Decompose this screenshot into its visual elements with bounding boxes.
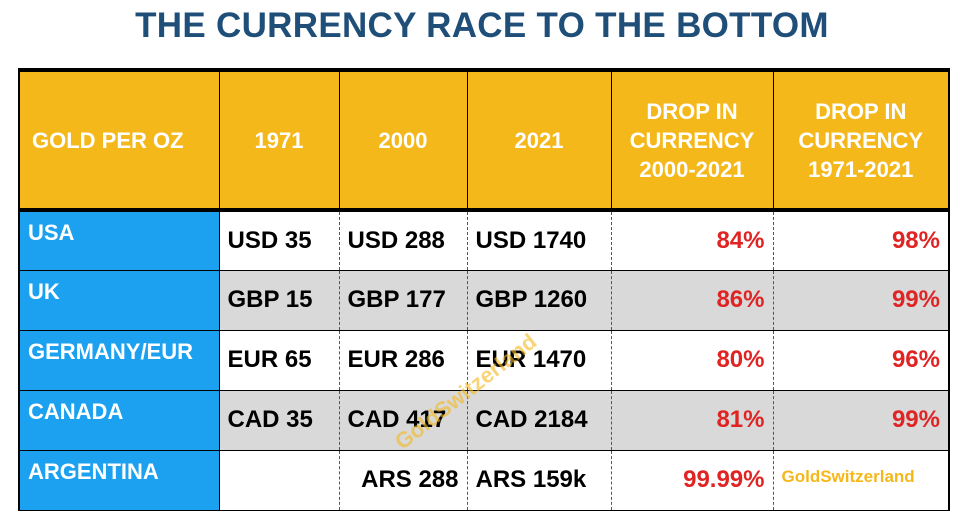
price-2000-cell: CAD 417 [338,390,468,451]
column-header: DROP IN CURRENCY 2000-2021 [610,68,774,212]
table-body: USA USD 35 USD 288 USD 1740 84% 98% UK GBP 15 GB… [18,210,950,511]
price-1971-cell: USD 35 [218,210,340,271]
column-header: GOLD PER OZ [18,68,220,212]
drop-1971-2021-cell: 99% [772,270,950,331]
country-cell: ARGENTINA [18,450,220,511]
price-1971-cell: EUR 65 [218,330,340,391]
column-header-line: DROP IN [646,98,738,124]
drop-1971-2021-cell: 98% [772,210,950,271]
country-cell: CANADA [18,390,220,451]
table-row: USA USD 35 USD 288 USD 1740 84% 98% [18,210,950,271]
column-header-line: 2000-2021 [639,156,745,182]
price-2000-cell: ARS 288 [338,450,468,511]
drop-1971-2021-cell: 96% [772,330,950,391]
brand-label: GoldSwitzerland [781,466,915,486]
price-2021-cell: CAD 2184 [466,390,612,451]
price-2021-cell: EUR 1470 [466,330,612,391]
drop-1971-2021-cell: GoldSwitzerland [772,450,950,511]
table-row: ARGENTINA ARS 288 ARS 159k 99.99% GoldSwitze… [18,450,950,511]
country-cell: UK [18,270,220,331]
column-header-line: DROP IN [815,98,907,124]
price-2000-cell: EUR 286 [338,330,468,391]
currency-table: GOLD PER OZ 1971 2000 2021 DROP IN CURRENCY 20… [18,68,950,511]
table-row: CANADA CAD 35 CAD 417 CAD 2184 81% 99% [18,390,950,451]
table-row: GERMANY/EUR EUR 65 EUR 286 EUR 1470 80% 96% [18,330,950,391]
price-1971-cell: GBP 15 [218,270,340,331]
page-title: THE CURRENCY RACE TO THE BOTTOM [135,6,829,45]
drop-2000-2021-cell: 84% [610,210,774,271]
price-2021-cell: ARS 159k [466,450,612,511]
drop-2000-2021-cell: 86% [610,270,774,331]
drop-2000-2021-cell: 80% [610,330,774,391]
column-header-line: GOLD PER OZ [32,127,184,153]
column-header: 1971 [218,68,340,212]
price-1971-cell: CAD 35 [218,390,340,451]
drop-2000-2021-cell: 99.99% [610,450,774,511]
drop-2000-2021-cell: 81% [610,390,774,451]
drop-1971-2021-cell: 99% [772,390,950,451]
column-header-line: CURRENCY [629,127,755,153]
price-2021-cell: USD 1740 [466,210,612,271]
column-header: DROP IN CURRENCY 1971-2021 [772,68,950,212]
column-header-line: 1971-2021 [808,156,914,182]
country-cell: USA [18,210,220,271]
column-header-line: 2021 [514,127,564,153]
price-2000-cell: GBP 177 [338,270,468,331]
price-1971-cell [218,450,340,511]
price-2021-cell: GBP 1260 [466,270,612,331]
column-header: 2000 [338,68,468,212]
column-header-line: CURRENCY [798,127,924,153]
table-row: UK GBP 15 GBP 177 GBP 1260 86% 99% [18,270,950,331]
table-header-row: GOLD PER OZ 1971 2000 2021 DROP IN CURRENCY 20… [18,68,950,212]
column-header-line: 2000 [378,127,428,153]
column-header: 2021 [466,68,612,212]
country-cell: GERMANY/EUR [18,330,220,391]
column-header-line: 1971 [254,127,304,153]
price-2000-cell: USD 288 [338,210,468,271]
